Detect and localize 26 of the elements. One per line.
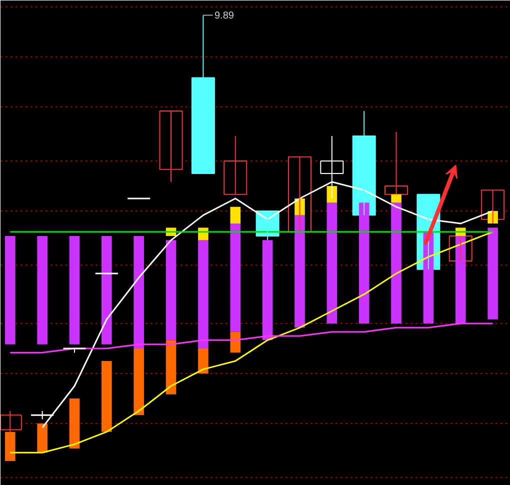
bar [102, 360, 112, 432]
bar [5, 236, 16, 344]
bar [198, 348, 208, 374]
bar [166, 340, 176, 394]
annotation: 9.89 [214, 10, 234, 22]
bar [488, 228, 498, 320]
candlestick [159, 110, 183, 182]
bar [69, 398, 80, 448]
bar [294, 215, 305, 328]
bar [230, 206, 241, 224]
bar [262, 240, 273, 340]
bar [326, 202, 338, 324]
bar [455, 236, 466, 324]
bar [391, 202, 402, 324]
bar [102, 236, 112, 344]
bar [37, 236, 48, 344]
bar [37, 423, 48, 453]
candlestick [224, 136, 248, 195]
bar [198, 240, 208, 348]
bar [230, 224, 241, 332]
candlestick [191, 14, 215, 174]
bar [230, 332, 241, 353]
bar [134, 236, 144, 348]
bar [134, 348, 144, 416]
bar [166, 240, 176, 340]
bar [69, 236, 80, 344]
